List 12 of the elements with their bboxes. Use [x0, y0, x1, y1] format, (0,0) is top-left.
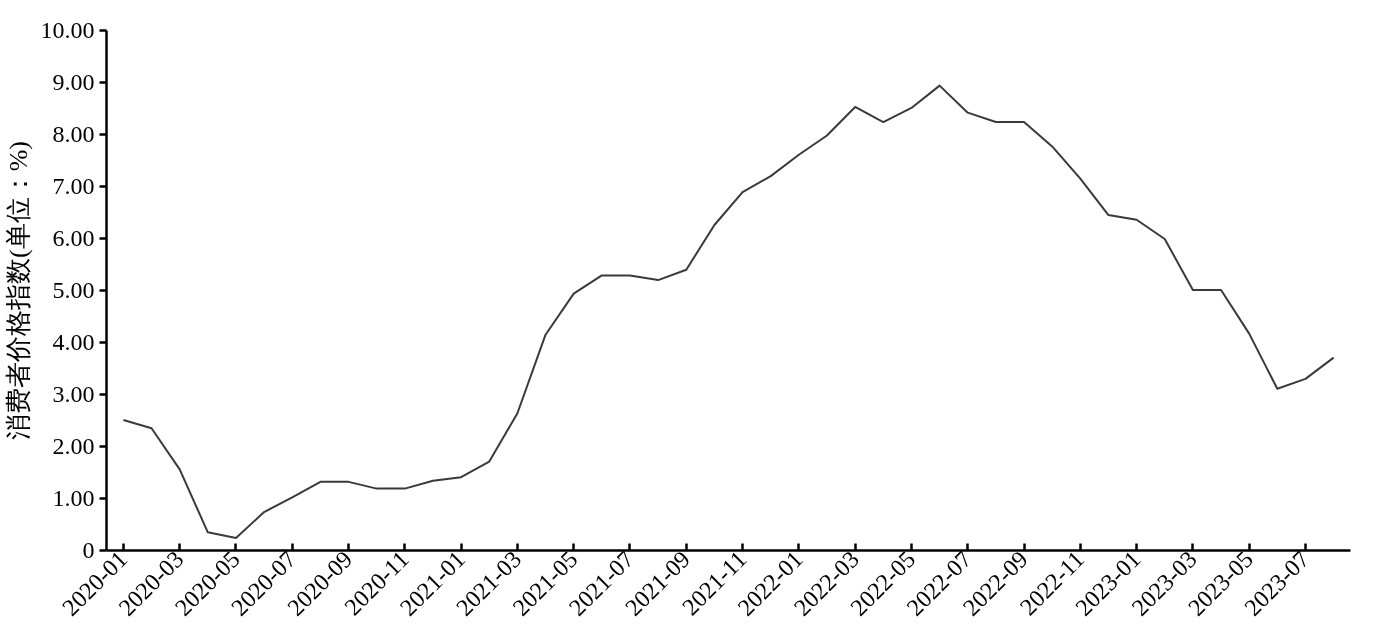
line-series: [122, 84, 1335, 540]
y-tick-label: 7.00: [52, 173, 95, 199]
y-tick-label: 2.00: [52, 433, 95, 459]
y-tick-label: 10.00: [40, 17, 95, 43]
y-tick-label: 3.00: [52, 381, 95, 407]
y-tick-label: 9.00: [52, 69, 95, 95]
y-tick-label: 6.00: [52, 225, 95, 251]
y-tick-label: 8.00: [52, 121, 95, 147]
y-axis-title: 消费者价格指数(单位：%): [3, 141, 33, 440]
y-tick-label: 4.00: [52, 329, 95, 355]
y-tick-label: 1.00: [52, 485, 95, 511]
y-tick-label: 5.00: [52, 277, 95, 303]
